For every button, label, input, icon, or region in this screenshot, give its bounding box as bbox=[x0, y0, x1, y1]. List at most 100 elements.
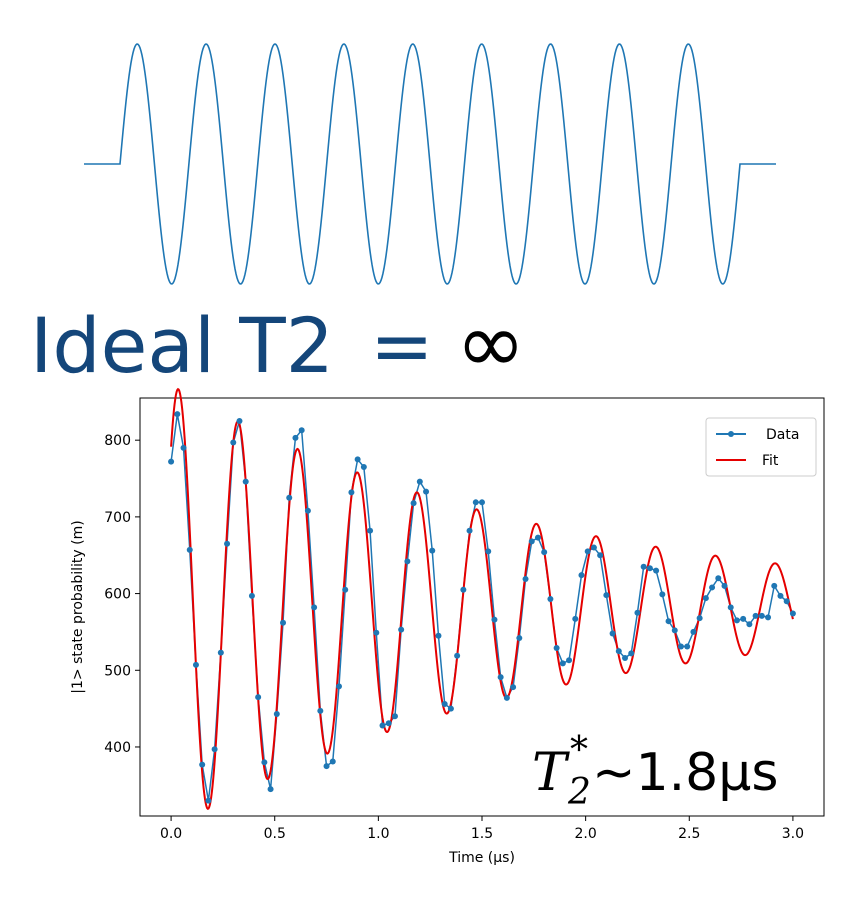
data-point bbox=[398, 626, 405, 633]
data-point bbox=[653, 567, 660, 574]
y-tick-label: 400 bbox=[104, 740, 131, 756]
data-point bbox=[789, 610, 796, 617]
data-point bbox=[404, 558, 411, 565]
data-point bbox=[541, 549, 548, 556]
data-point bbox=[360, 464, 367, 471]
data-point bbox=[261, 759, 268, 766]
equals-sign: = bbox=[370, 301, 434, 390]
data-point bbox=[472, 499, 479, 506]
x-tick-label: 1.5 bbox=[471, 826, 493, 842]
data-point bbox=[479, 499, 485, 506]
data-point bbox=[267, 786, 274, 793]
t2-star-symbol: T bbox=[532, 743, 570, 803]
data-point bbox=[410, 500, 417, 507]
data-point bbox=[702, 595, 709, 602]
data-point bbox=[304, 507, 311, 514]
data-point bbox=[516, 635, 523, 642]
data-point bbox=[777, 592, 784, 599]
data-point bbox=[466, 527, 473, 534]
y-axis-label: |1> state probability (m) bbox=[70, 520, 86, 693]
data-point bbox=[752, 612, 759, 619]
data-point bbox=[727, 604, 734, 611]
infinity-symbol: ∞ bbox=[455, 294, 526, 392]
data-point bbox=[435, 632, 442, 639]
data-point bbox=[485, 548, 492, 555]
data-point bbox=[553, 645, 560, 652]
fit-curve-line bbox=[170, 387, 794, 810]
x-axis-label: Time (μs) bbox=[448, 850, 515, 866]
data-point bbox=[423, 488, 430, 495]
data-point bbox=[690, 628, 697, 635]
data-point bbox=[659, 591, 666, 598]
data-point bbox=[416, 478, 423, 485]
data-point bbox=[292, 434, 299, 441]
data-point bbox=[715, 575, 722, 582]
data-point bbox=[447, 705, 454, 712]
data-point bbox=[510, 684, 517, 691]
data-point bbox=[298, 427, 305, 434]
ideal-wave-line bbox=[84, 43, 776, 285]
data-point bbox=[224, 540, 231, 547]
t2-star-subscript: 2 bbox=[567, 772, 591, 813]
data-point bbox=[497, 674, 504, 681]
data-point bbox=[634, 609, 641, 616]
data-point bbox=[603, 592, 610, 599]
data-point bbox=[199, 761, 206, 768]
data-point bbox=[242, 478, 249, 485]
t2-star-value: ~1.8μs bbox=[592, 743, 778, 803]
data-point bbox=[740, 615, 747, 622]
data-point bbox=[329, 758, 336, 765]
data-point bbox=[491, 616, 498, 623]
data-point bbox=[733, 617, 740, 624]
data-point bbox=[765, 614, 772, 621]
data-point bbox=[323, 763, 330, 770]
data-point bbox=[671, 627, 678, 634]
x-tick-label: 0.5 bbox=[264, 826, 286, 842]
ideal-oscillation-waveform bbox=[84, 43, 776, 285]
data-point bbox=[236, 418, 243, 425]
data-point bbox=[354, 456, 361, 463]
data-point bbox=[783, 598, 790, 605]
data-point bbox=[590, 544, 597, 551]
data-point bbox=[578, 572, 585, 579]
data-point bbox=[566, 657, 573, 664]
data-point bbox=[597, 552, 604, 559]
data-point bbox=[696, 615, 703, 622]
data-point bbox=[758, 612, 765, 619]
ramsey-fit-chart: 0.0 0.5 1.0 1.5 2.0 2.5 3.0 400 500 600 700 800 Time… bbox=[70, 387, 825, 866]
data-point bbox=[503, 694, 510, 701]
data-point bbox=[684, 643, 691, 650]
data-point bbox=[391, 713, 398, 720]
legend-fit-label: Fit bbox=[762, 453, 779, 469]
data-point bbox=[211, 746, 218, 753]
ideal-t2-headline: Ideal T2 = ∞ bbox=[30, 298, 526, 390]
data-point bbox=[547, 595, 554, 602]
data-point bbox=[367, 527, 374, 534]
data-point bbox=[335, 683, 342, 690]
data-point bbox=[379, 722, 386, 729]
y-tick-label: 700 bbox=[104, 510, 131, 526]
data-point bbox=[317, 707, 324, 714]
legend-data-marker bbox=[728, 431, 734, 437]
data-point bbox=[385, 720, 392, 727]
data-point bbox=[746, 621, 753, 628]
data-point bbox=[441, 701, 448, 708]
legend: Data Fit bbox=[705, 417, 817, 477]
data-point bbox=[646, 565, 653, 572]
data-point bbox=[429, 547, 436, 554]
x-tick-label: 2.0 bbox=[575, 826, 597, 842]
ideal-t2-label: Ideal T2 bbox=[30, 301, 335, 390]
data-point bbox=[677, 643, 684, 650]
data-point bbox=[342, 586, 349, 593]
x-tick-label: 0.0 bbox=[160, 826, 182, 842]
data-point bbox=[273, 710, 280, 717]
data-point bbox=[174, 411, 181, 418]
y-tick-label: 600 bbox=[104, 587, 131, 603]
data-point bbox=[628, 650, 635, 657]
data-point bbox=[454, 652, 461, 659]
y-tick-label: 800 bbox=[104, 433, 131, 449]
x-tick-label: 2.5 bbox=[678, 826, 700, 842]
data-point bbox=[609, 630, 616, 637]
data-point bbox=[280, 619, 287, 626]
data-point bbox=[180, 444, 187, 451]
